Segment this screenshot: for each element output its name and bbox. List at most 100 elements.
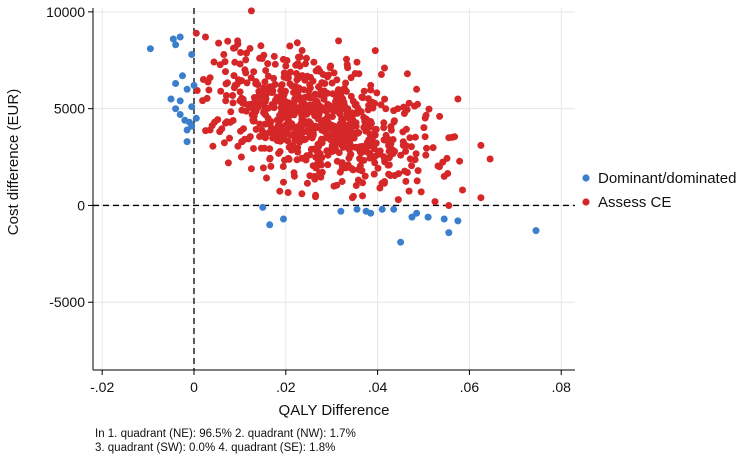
point-dominant-dominated	[337, 207, 345, 215]
point-assess-ce	[353, 58, 361, 66]
point-assess-ce	[243, 79, 251, 87]
point-assess-ce	[316, 159, 324, 167]
footnote-line-2: 3. quadrant (SW): 0.0% 4. quadrant (SE):…	[95, 442, 336, 454]
point-dominant-dominated	[176, 111, 184, 118]
point-assess-ce	[302, 60, 309, 68]
point-assess-ce	[312, 122, 320, 130]
point-assess-ce	[366, 149, 374, 157]
point-assess-ce	[370, 145, 378, 153]
point-dominant-dominated	[440, 215, 448, 223]
point-assess-ce	[312, 67, 320, 75]
point-assess-ce	[331, 103, 339, 111]
point-assess-ce	[385, 147, 393, 155]
point-assess-ce	[236, 88, 244, 96]
point-dominant-dominated	[146, 45, 154, 53]
point-assess-ce	[395, 170, 403, 178]
point-assess-ce	[332, 97, 340, 105]
point-assess-ce	[222, 97, 230, 105]
point-assess-ce	[370, 170, 378, 178]
point-assess-ce	[280, 91, 288, 99]
point-assess-ce	[243, 49, 250, 57]
point-assess-ce	[357, 149, 365, 157]
point-assess-ce	[292, 61, 300, 69]
point-assess-ce	[262, 134, 269, 142]
point-assess-ce	[389, 136, 397, 143]
point-assess-ce	[338, 178, 346, 185]
point-assess-ce	[217, 87, 225, 95]
point-assess-ce	[339, 129, 347, 137]
point-assess-ce	[305, 87, 313, 95]
point-assess-ce	[238, 138, 246, 146]
point-assess-ce	[222, 92, 230, 99]
point-assess-ce	[264, 104, 272, 112]
point-assess-ce	[371, 159, 379, 167]
point-assess-ce	[275, 149, 283, 157]
point-assess-ce	[287, 109, 294, 117]
point-assess-ce	[420, 124, 428, 132]
point-assess-ce	[307, 73, 314, 81]
point-assess-ce	[267, 89, 275, 96]
point-dominant-dominated	[532, 227, 540, 235]
point-assess-ce	[408, 162, 416, 170]
point-assess-ce	[330, 69, 338, 77]
point-assess-ce	[360, 113, 368, 121]
point-dominant-dominated	[454, 217, 462, 225]
point-assess-ce	[348, 194, 356, 202]
point-assess-ce	[403, 169, 411, 176]
point-assess-ce	[289, 141, 297, 149]
point-assess-ce	[316, 169, 324, 177]
point-assess-ce	[353, 144, 361, 151]
point-assess-ce	[414, 100, 422, 108]
point-assess-ce	[335, 149, 343, 157]
point-assess-ce	[260, 51, 268, 59]
point-assess-ce	[436, 112, 444, 120]
point-dominant-dominated	[353, 205, 361, 213]
point-assess-ce	[206, 74, 214, 82]
point-assess-ce	[306, 151, 314, 159]
point-assess-ce	[486, 155, 494, 163]
point-assess-ce	[412, 150, 420, 158]
point-assess-ce	[364, 106, 372, 114]
x-axis-label: QALY Difference	[279, 402, 390, 419]
point-assess-ce	[205, 86, 213, 94]
point-assess-ce	[277, 82, 285, 90]
point-assess-ce	[456, 157, 464, 165]
point-assess-ce	[286, 42, 294, 50]
point-assess-ce	[202, 33, 209, 41]
y-tick-label: 5000	[54, 101, 85, 117]
point-assess-ce	[358, 156, 365, 164]
point-dominant-dominated	[172, 41, 180, 49]
point-assess-ce	[252, 125, 260, 133]
point-assess-ce	[224, 159, 232, 167]
point-assess-ce	[314, 140, 322, 148]
point-assess-ce	[368, 134, 375, 142]
point-assess-ce	[263, 174, 270, 182]
point-assess-ce	[229, 92, 237, 99]
point-assess-ce	[385, 161, 393, 169]
point-assess-ce	[327, 62, 335, 70]
data-points	[146, 7, 540, 246]
point-assess-ce	[445, 134, 453, 142]
point-assess-ce	[247, 165, 255, 173]
point-assess-ce	[323, 126, 331, 134]
point-assess-ce	[429, 144, 437, 152]
point-dominant-dominated	[188, 122, 196, 130]
point-assess-ce	[344, 105, 352, 113]
point-assess-ce	[292, 104, 300, 112]
point-assess-ce	[283, 57, 291, 64]
point-assess-ce	[399, 128, 407, 136]
point-assess-ce	[349, 115, 356, 123]
point-assess-ce	[380, 124, 388, 132]
point-assess-ce	[324, 89, 331, 97]
point-assess-ce	[422, 151, 430, 159]
point-assess-ce	[387, 123, 395, 131]
point-assess-ce	[324, 161, 332, 169]
point-assess-ce	[371, 126, 379, 133]
point-assess-ce	[250, 145, 257, 152]
point-assess-ce	[381, 95, 389, 103]
point-assess-ce	[411, 133, 419, 141]
x-tick-label: .08	[551, 379, 571, 395]
point-dominant-dominated	[188, 103, 196, 111]
point-assess-ce	[459, 186, 466, 194]
